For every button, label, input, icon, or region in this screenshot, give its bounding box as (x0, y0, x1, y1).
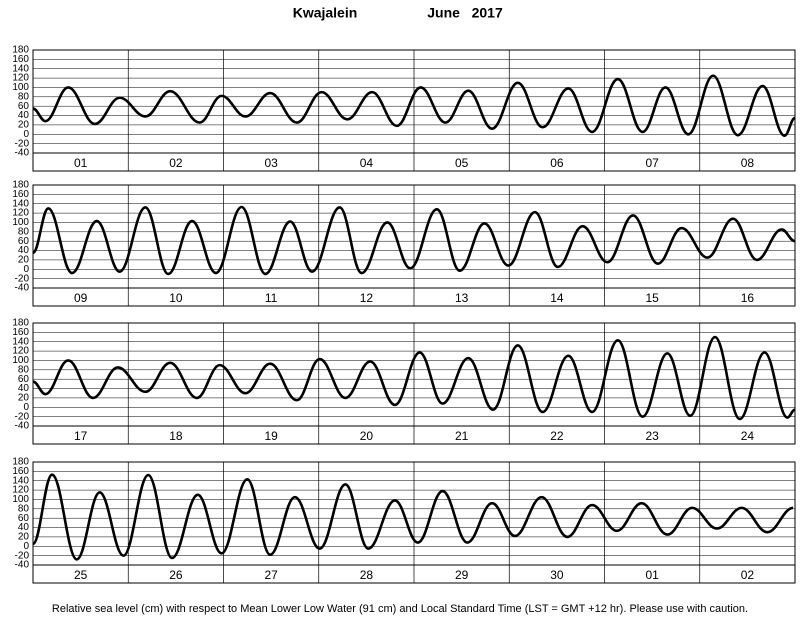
y-tick-label: 120 (12, 346, 29, 357)
y-tick-label: 40 (18, 245, 30, 256)
y-tick-label: 180 (12, 180, 29, 191)
x-tick-label: 29 (455, 568, 469, 582)
y-tick-label: -20 (15, 138, 30, 149)
x-tick-label: 20 (360, 429, 374, 443)
y-tick-label: 140 (12, 336, 29, 347)
x-tick-label: 04 (360, 156, 374, 170)
y-tick-label: -40 (15, 148, 30, 159)
y-tick-label: 20 (18, 393, 30, 404)
x-tick-label: 11 (265, 291, 278, 305)
y-tick-label: 60 (18, 101, 30, 112)
x-tick-label: 01 (74, 156, 88, 170)
panel-frame (32, 322, 796, 445)
y-tick-label: -20 (15, 273, 30, 284)
x-tick-label: 01 (645, 568, 659, 582)
y-tick-label: 0 (23, 129, 29, 140)
x-tick-label: 25 (74, 568, 88, 582)
x-tick-label: 16 (741, 291, 755, 305)
x-tick-label: 19 (264, 429, 278, 443)
tide-line (31, 473, 794, 561)
y-tick-label: 80 (18, 364, 30, 375)
y-tick-label: 100 (12, 355, 29, 366)
y-tick-label: -40 (15, 560, 30, 571)
x-tick-label: 23 (645, 429, 659, 443)
y-tick-label: 0 (23, 264, 29, 275)
y-tick-label: 160 (12, 327, 29, 338)
chart-subtitle: June 2017 (427, 5, 503, 21)
y-tick-label: 20 (18, 255, 30, 266)
y-tick-label: -20 (15, 411, 30, 422)
y-tick-label: 140 (12, 63, 29, 74)
y-tick-label: 180 (12, 457, 29, 468)
x-tick-label: 02 (741, 568, 755, 582)
y-tick-label: 100 (12, 494, 29, 505)
y-tick-label: 40 (18, 383, 30, 394)
y-tick-label: 80 (18, 91, 30, 102)
y-tick-label: 60 (18, 236, 30, 247)
y-tick-label: 120 (12, 208, 29, 219)
y-tick-label: 160 (12, 54, 29, 65)
y-tick-label: 20 (18, 120, 30, 131)
x-tick-label: 26 (169, 568, 183, 582)
y-tick-label: 20 (18, 532, 30, 543)
y-tick-label: 80 (18, 226, 30, 237)
x-tick-label: 10 (169, 291, 183, 305)
panel-frame (32, 461, 796, 584)
x-tick-label: 18 (169, 429, 183, 443)
y-tick-label: 100 (12, 82, 29, 93)
x-tick-label: 14 (550, 291, 564, 305)
y-tick-label: -40 (15, 283, 30, 294)
tide-line (31, 205, 796, 276)
chart-title: Kwajalein (293, 5, 358, 21)
x-tick-label: 09 (74, 291, 88, 305)
x-tick-label: 02 (169, 156, 183, 170)
x-tick-label: 30 (550, 568, 564, 582)
tide-line (32, 335, 796, 421)
y-tick-label: 180 (12, 45, 29, 56)
x-tick-label: 15 (645, 291, 659, 305)
y-tick-label: 120 (12, 485, 29, 496)
x-tick-label: 07 (645, 156, 659, 170)
x-tick-label: 12 (360, 291, 374, 305)
y-tick-label: 140 (12, 198, 29, 209)
y-tick-label: 0 (23, 541, 29, 552)
footnote: Relative sea level (cm) with respect to … (52, 603, 748, 615)
y-tick-label: 40 (18, 110, 30, 121)
x-tick-label: 08 (741, 156, 755, 170)
x-tick-label: 05 (455, 156, 469, 170)
tide-line (32, 74, 796, 137)
y-tick-label: 100 (12, 217, 29, 228)
x-tick-label: 06 (550, 156, 564, 170)
x-tick-label: 24 (741, 429, 755, 443)
y-tick-label: 60 (18, 374, 30, 385)
x-tick-label: 27 (264, 568, 278, 582)
y-tick-label: 140 (12, 475, 29, 486)
x-tick-label: 03 (264, 156, 278, 170)
x-tick-label: 28 (360, 568, 374, 582)
y-tick-label: 180 (12, 318, 29, 329)
y-tick-label: 0 (23, 402, 29, 413)
panel-frame (32, 49, 796, 172)
y-tick-label: 60 (18, 513, 30, 524)
y-tick-label: 80 (18, 503, 30, 514)
y-tick-label: 160 (12, 466, 29, 477)
y-tick-label: 40 (18, 522, 30, 533)
y-tick-label: -40 (15, 421, 30, 432)
x-tick-label: 17 (74, 429, 88, 443)
y-tick-label: -20 (15, 550, 30, 561)
x-tick-label: 22 (550, 429, 564, 443)
x-tick-label: 13 (455, 291, 469, 305)
panel-frame (32, 184, 796, 307)
x-tick-label: 21 (455, 429, 469, 443)
y-tick-label: 120 (12, 73, 29, 84)
y-tick-label: 160 (12, 189, 29, 200)
